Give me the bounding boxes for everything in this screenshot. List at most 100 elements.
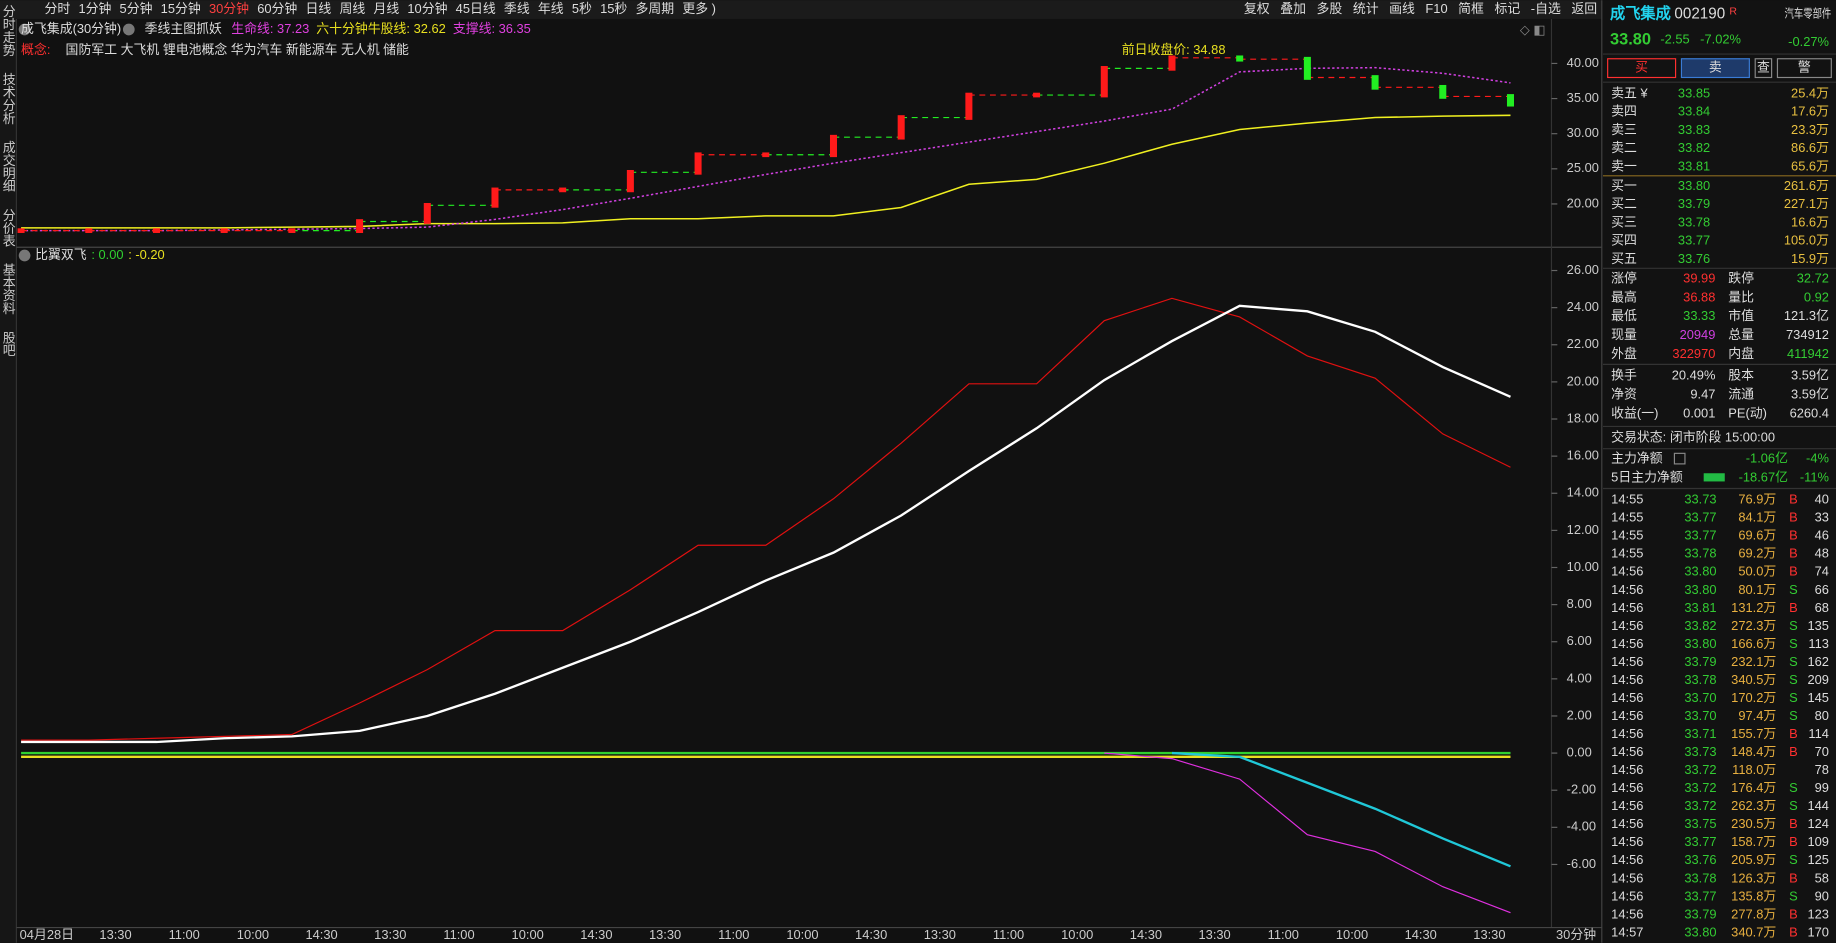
tool-button[interactable]: 叠加 (1280, 1, 1306, 16)
period-tab[interactable]: 5分钟 (120, 1, 153, 16)
candle (1439, 84, 1447, 99)
x-tick-label: 11:00 (718, 927, 749, 942)
stat-label: 市值 (1728, 308, 1754, 323)
side-tab[interactable]: 成交明细 (1, 141, 16, 193)
trade-side: B (1789, 834, 1798, 849)
order-level: 买四 (1611, 233, 1637, 248)
action-button[interactable] (1754, 58, 1773, 79)
trade-time: 14:56 (1611, 888, 1643, 903)
period-tab[interactable]: 45日线 (456, 1, 496, 16)
indicator-value: 支撑线: 36.35 (453, 21, 531, 36)
candle (1371, 75, 1379, 90)
period-tab[interactable]: 季线 (504, 1, 530, 16)
stat-value: 3.59亿 (1791, 367, 1829, 382)
trade-side: S (1789, 888, 1798, 903)
period-tab[interactable]: 多周期 (636, 1, 675, 16)
concept-label: 概念: (21, 42, 50, 57)
indicator-line (21, 304, 1511, 744)
action-button-label[interactable]: 买 (1635, 60, 1648, 75)
order-volume: 65.6万 (1791, 158, 1829, 173)
period-tab[interactable]: 15秒 (600, 1, 627, 16)
action-button[interactable] (1607, 58, 1677, 79)
trade-time: 14:56 (1611, 870, 1643, 885)
period-tab[interactable]: 月线 (373, 1, 399, 16)
toggle-icon[interactable] (18, 249, 31, 262)
period-tab[interactable]: 更多 ) (682, 1, 716, 16)
trade-time: 14:56 (1611, 780, 1643, 795)
trade-side: S (1789, 618, 1798, 633)
y-tick-label: 16.00 (1567, 448, 1599, 463)
toggle-icon[interactable] (18, 23, 31, 36)
period-tab[interactable]: 5秒 (572, 1, 592, 16)
trade-time: 14:56 (1611, 762, 1643, 777)
period-tab[interactable]: 1分钟 (78, 1, 111, 16)
trade-side: B (1789, 546, 1798, 561)
indicator-line (21, 297, 1511, 741)
sector[interactable]: 汽车零部件 (1784, 6, 1831, 20)
action-button-label[interactable]: 查 (1757, 60, 1770, 75)
tool-button[interactable]: 简框 (1458, 1, 1484, 16)
period-tab[interactable]: 60分钟 (257, 1, 297, 16)
stock-name: 成飞集成 (1610, 4, 1671, 22)
period-tab[interactable]: 10分钟 (407, 1, 447, 16)
tool-button[interactable]: 返回 (1571, 1, 1597, 16)
toggle-icon[interactable] (122, 23, 135, 36)
tool-button[interactable]: F10 (1425, 1, 1447, 16)
y-tick-label: 18.00 (1567, 410, 1599, 425)
tool-button[interactable]: 多股 (1317, 1, 1343, 16)
period-tab[interactable]: 分时 (44, 1, 70, 16)
period-tab[interactable]: 年线 (538, 1, 564, 16)
trade-count: 109 (1807, 834, 1828, 849)
trade-volume: 148.4万 (1731, 744, 1776, 759)
indicator-line (1171, 751, 1511, 868)
trade-price: 33.82 (1684, 618, 1716, 633)
candle (1033, 92, 1041, 98)
period-tab[interactable]: 日线 (306, 1, 332, 16)
trade-time: 14:55 (1611, 528, 1643, 543)
stat-label: 量比 (1728, 289, 1754, 304)
order-level: 买三 (1611, 214, 1637, 229)
window-icon[interactable]: ◇ ◧ (1520, 22, 1546, 37)
order-level: 卖四 (1611, 104, 1637, 119)
stat-value: 734912 (1786, 327, 1829, 342)
tool-button[interactable]: 统计 (1353, 1, 1379, 16)
side-tab[interactable]: 分价表 (1, 209, 16, 248)
tool-button[interactable]: 复权 (1244, 1, 1270, 16)
trade-time: 14:56 (1611, 582, 1643, 597)
order-level: 卖五 ¥ (1611, 85, 1648, 100)
action-button-label[interactable]: 警 (1798, 60, 1811, 75)
action-button[interactable] (1680, 58, 1750, 79)
candle (1100, 66, 1108, 98)
tool-button[interactable]: -自选 (1531, 1, 1561, 16)
trade-count: 162 (1807, 654, 1828, 669)
candle (559, 187, 567, 193)
side-tab[interactable]: 技术分析 (1, 73, 16, 125)
x-tick-label: 04月28日 (20, 927, 74, 942)
side-tab-bg (0, 18, 17, 943)
side-tab[interactable]: 分时走势 (1, 5, 16, 58)
period-tab[interactable]: 周线 (339, 1, 365, 16)
flow-pct: -4% (1806, 451, 1829, 466)
flow-value: -1.06亿 (1746, 451, 1788, 466)
trade-volume: 176.4万 (1731, 780, 1776, 795)
trade-price: 33.80 (1684, 564, 1716, 579)
side-tab[interactable]: 基本资料 (1, 263, 16, 315)
side-tab[interactable]: 股吧 (1, 331, 16, 357)
period-tab[interactable]: 30分钟 (209, 1, 249, 16)
period-tab[interactable]: 15分钟 (161, 1, 201, 16)
x-tick-label: 13:30 (374, 927, 406, 942)
tool-button[interactable]: 标记 (1494, 1, 1520, 16)
toolbar-bg (0, 0, 1602, 19)
action-button-label[interactable]: 卖 (1709, 60, 1722, 75)
chart-title: 成飞集成(30分钟) (21, 21, 121, 36)
trade-volume: 340.7万 (1731, 924, 1776, 939)
stat-label: 总量 (1728, 327, 1754, 342)
sector-change: -0.27% (1788, 34, 1829, 49)
trade-count: 123 (1807, 906, 1828, 921)
order-price: 33.85 (1678, 85, 1710, 100)
action-button[interactable] (1776, 58, 1832, 79)
stat-label: 收益(一) (1611, 405, 1658, 420)
tool-button[interactable]: 画线 (1389, 1, 1415, 16)
trade-side: S (1789, 852, 1798, 867)
